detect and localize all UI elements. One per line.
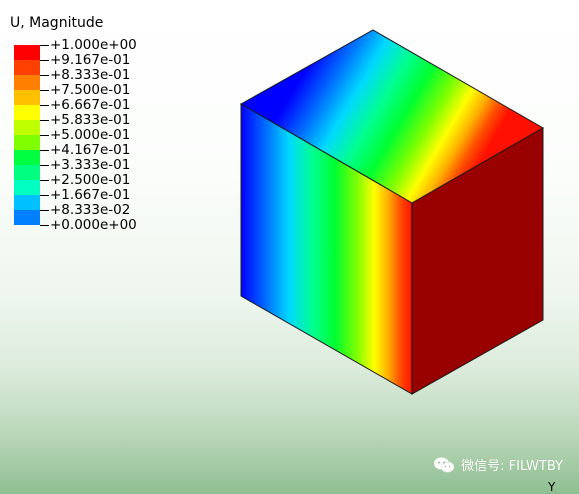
legend-tick: [40, 120, 49, 121]
legend-tick: [40, 135, 49, 136]
legend-swatch: [14, 105, 40, 120]
contour-legend: U, Magnitude +1.000e+00 +9.167e-01 +8.333e…: [10, 15, 180, 235]
watermark: 微信号: FILWTBY: [433, 455, 563, 474]
legend-label: +4.167e-01: [50, 142, 131, 158]
legend-color-bar: [14, 45, 40, 225]
legend-swatch: [14, 45, 40, 60]
legend-tick: [40, 105, 49, 106]
legend-tick: [40, 90, 49, 91]
legend-tick: [40, 75, 49, 76]
legend-ticks: [40, 45, 50, 226]
legend-swatch: [14, 135, 40, 150]
legend-swatch: [14, 165, 40, 180]
legend-swatch: [14, 195, 40, 210]
legend-tick: [40, 60, 49, 61]
legend-label: +8.333e-02: [50, 202, 131, 218]
legend-swatch: [14, 60, 40, 75]
legend-tick: [40, 210, 49, 211]
legend-swatch: [14, 150, 40, 165]
legend-label: +1.667e-01: [50, 187, 131, 203]
legend-swatch: [14, 120, 40, 135]
legend-label: +0.000e+00: [50, 217, 137, 233]
legend-label: +5.000e-01: [50, 127, 131, 143]
legend-label: +5.833e-01: [50, 112, 131, 128]
legend-tick: [40, 45, 49, 46]
legend-label: +9.167e-01: [50, 52, 131, 68]
triad-axis-y: Y: [548, 480, 556, 494]
legend-label: +2.500e-01: [50, 172, 131, 188]
legend-tick: [40, 150, 49, 151]
legend-label: +3.333e-01: [50, 157, 131, 173]
legend-tick: [40, 195, 49, 196]
legend-swatch: [14, 75, 40, 90]
legend-label: +7.500e-01: [50, 82, 131, 98]
legend-label: +8.333e-01: [50, 67, 131, 83]
legend-swatch: [14, 180, 40, 195]
legend-label: +6.667e-01: [50, 97, 131, 113]
watermark-text: 微信号: FILWTBY: [461, 459, 563, 474]
legend-tick: [40, 225, 49, 226]
legend-swatch: [14, 90, 40, 105]
legend-tick: [40, 165, 49, 166]
legend-tick: [40, 180, 49, 181]
legend-label: +1.000e+00: [50, 37, 137, 53]
wechat-icon: [434, 457, 455, 472]
legend-swatch: [14, 210, 40, 225]
legend-title: U, Magnitude: [10, 15, 104, 31]
